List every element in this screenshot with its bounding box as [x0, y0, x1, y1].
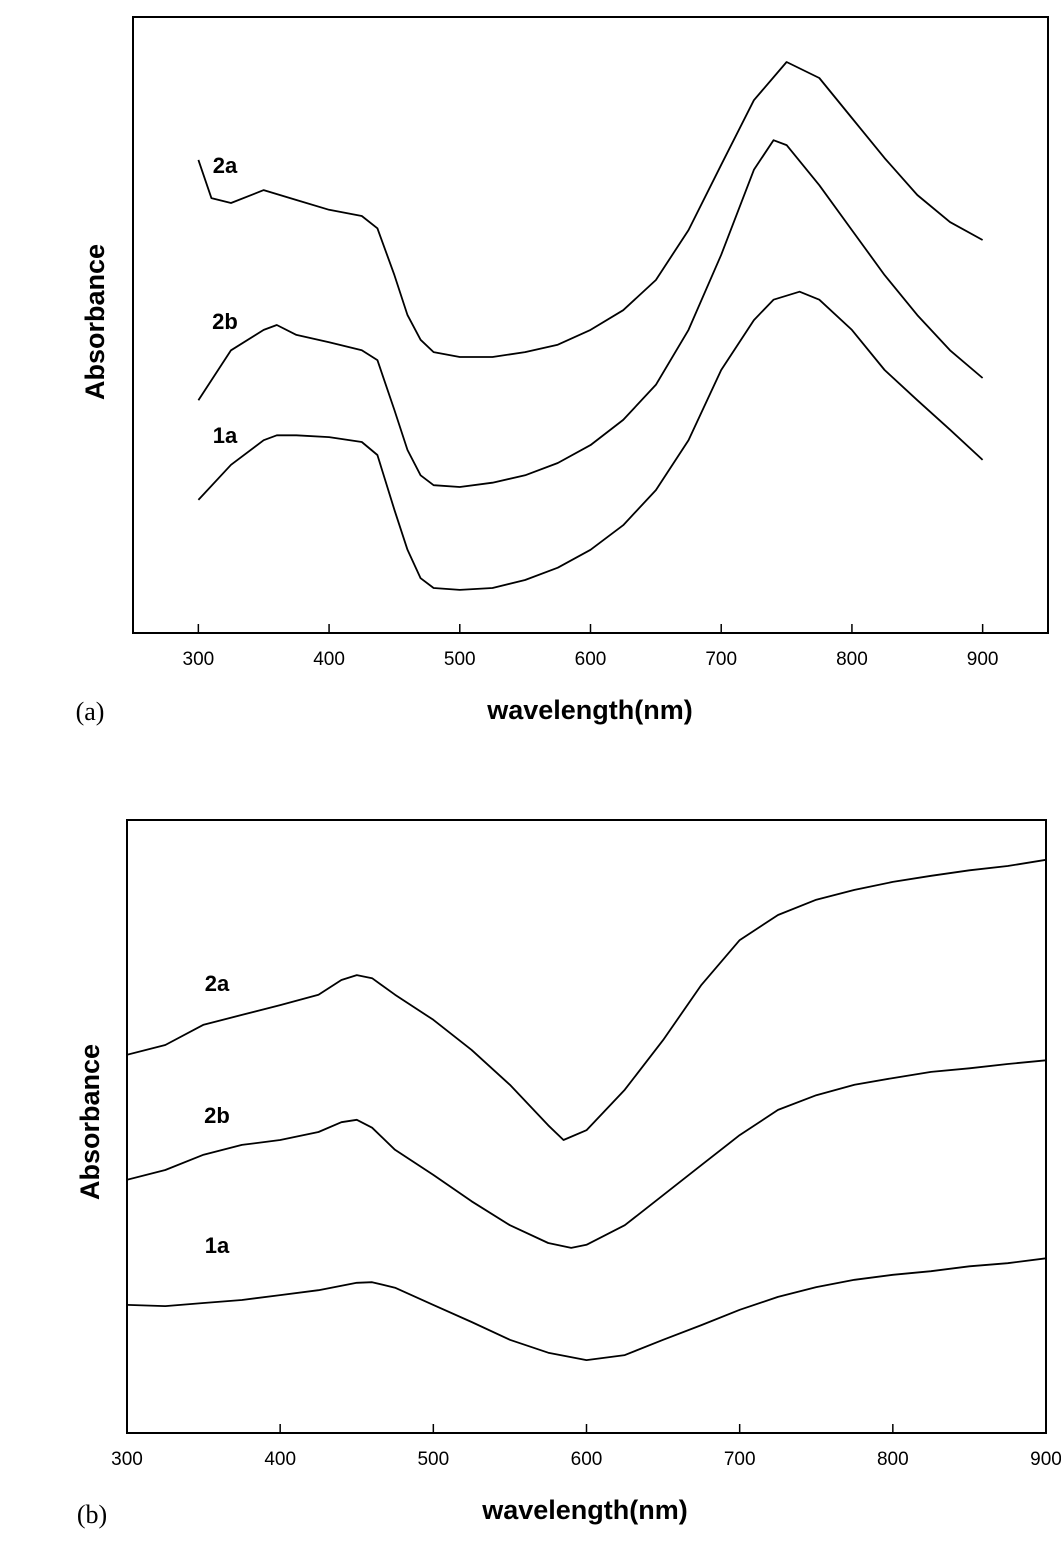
x-tick-label: 500 [417, 1449, 449, 1470]
panel-label: (a) [76, 697, 105, 726]
series-line [126, 1257, 1047, 1361]
x-tick-label: 300 [183, 649, 215, 670]
x-tick-label: 900 [1030, 1449, 1061, 1470]
series-label: 1a [205, 1233, 230, 1258]
series-label: 2b [212, 309, 238, 334]
series-label: 2b [204, 1103, 230, 1128]
x-tick-label: 400 [264, 1449, 296, 1470]
x-tick-label: 800 [836, 649, 868, 670]
plot-frame [132, 16, 1049, 634]
x-tick-label: 400 [313, 649, 345, 670]
x-tick-label: 600 [575, 649, 607, 670]
x-tick-label: 600 [571, 1449, 603, 1470]
x-axis-title: wavelength(nm) [481, 1495, 688, 1525]
series-line [197, 139, 984, 488]
x-tick-label: 300 [111, 1449, 143, 1470]
x-tick-label: 900 [967, 649, 999, 670]
series-line [197, 290, 984, 591]
x-tick-label: 800 [877, 1449, 909, 1470]
series-line [197, 61, 984, 358]
x-tick-label: 700 [724, 1449, 756, 1470]
series-line [126, 858, 1047, 1141]
series-label: 2a [205, 971, 230, 996]
series-label: 2a [213, 153, 238, 178]
series-label: 1a [213, 423, 238, 448]
x-tick-label: 700 [705, 649, 737, 670]
panel-label: (b) [77, 1500, 107, 1529]
x-tick-label: 500 [444, 649, 476, 670]
y-axis-title: Absorbance [80, 244, 110, 400]
plot-frame [126, 819, 1047, 1434]
series-line [126, 1059, 1047, 1249]
x-axis-title: wavelength(nm) [486, 695, 693, 725]
y-axis-title: Absorbance [75, 1044, 105, 1200]
